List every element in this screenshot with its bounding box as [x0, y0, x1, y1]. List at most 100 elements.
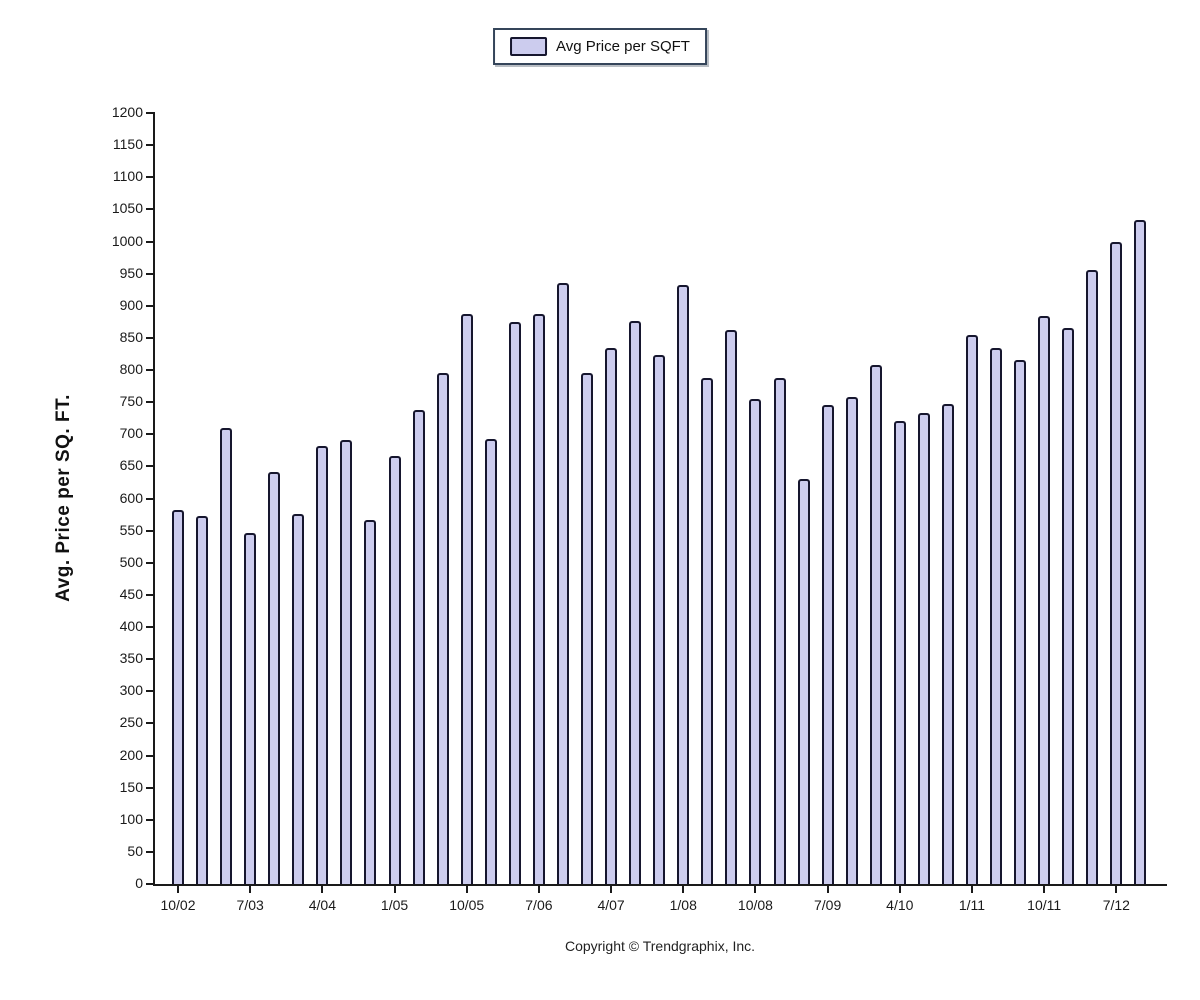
- x-axis-tick: [177, 886, 179, 893]
- y-axis-tick-label: 900: [119, 296, 143, 313]
- y-axis-tick: [146, 176, 153, 179]
- y-axis-tick-label: 950: [119, 264, 143, 281]
- bar: [845, 396, 858, 884]
- y-axis-tick: [146, 497, 153, 500]
- bar: [893, 421, 906, 884]
- bar: [653, 355, 666, 884]
- x-axis-tick: [321, 886, 324, 893]
- x-axis-tick: [826, 886, 829, 893]
- y-axis-tick: [146, 690, 153, 693]
- x-axis-tick-label: 7/06: [525, 897, 553, 913]
- bar: [701, 378, 714, 884]
- bar: [941, 404, 954, 884]
- bar: [460, 314, 473, 884]
- y-axis-tick-label: 700: [119, 425, 143, 442]
- y-axis-tick-label: 850: [119, 328, 143, 345]
- y-axis-tick-label: 350: [119, 650, 143, 667]
- bar: [292, 513, 305, 884]
- bar: [412, 409, 425, 884]
- y-axis-tick-label: 550: [119, 521, 143, 538]
- copyright-text: Copyright © Trendgraphix, Inc.: [564, 938, 756, 954]
- x-axis-tick-label: 10/02: [160, 897, 196, 913]
- bar: [629, 320, 642, 884]
- x-axis-tick: [682, 886, 685, 893]
- y-axis-tick: [146, 754, 153, 757]
- bar: [1086, 270, 1099, 884]
- y-axis-tick: [146, 208, 153, 211]
- y-axis-tick-label: 650: [119, 457, 143, 474]
- y-axis-tick-label: 1050: [111, 200, 143, 217]
- y-axis-tick: [146, 883, 153, 885]
- y-axis-tick: [146, 272, 153, 275]
- bar: [1134, 219, 1147, 884]
- bar: [581, 373, 594, 884]
- y-axis-tick-label: 1150: [112, 136, 143, 153]
- y-axis-tick-label: 50: [127, 842, 143, 859]
- y-axis-tick: [146, 722, 153, 725]
- bar: [172, 510, 184, 884]
- bar: [508, 321, 521, 884]
- x-axis-tick-label: 1/05: [380, 897, 409, 913]
- x-axis-tick: [1115, 886, 1118, 893]
- bar: [990, 347, 1003, 884]
- y-axis-tick: [146, 112, 153, 114]
- x-axis-tick-label: 7/12: [1102, 897, 1130, 913]
- y-axis-tick: [146, 401, 153, 404]
- x-axis-tick: [970, 886, 973, 893]
- y-axis-tick-label: 400: [119, 618, 143, 634]
- y-axis-tick-label: 450: [119, 585, 143, 602]
- y-axis-tick: [146, 240, 153, 243]
- bar: [1014, 360, 1027, 884]
- y-axis-tick: [146, 144, 153, 147]
- y-axis-tick: [146, 369, 153, 371]
- y-axis-tick-label: 1200: [111, 104, 143, 120]
- y-axis-tick: [146, 304, 153, 307]
- bar: [605, 348, 618, 884]
- y-axis-line: [153, 112, 155, 886]
- y-axis-tick-label: 200: [119, 746, 143, 763]
- bar: [1110, 241, 1123, 884]
- x-axis-tick-label: 10/05: [449, 897, 485, 913]
- y-axis-tick-label: 100: [119, 810, 143, 827]
- bar: [364, 519, 377, 884]
- y-axis-tick-label: 1100: [112, 168, 143, 185]
- x-axis-tick-label: 10/11: [1027, 897, 1062, 913]
- x-axis-tick-label: 4/07: [597, 897, 625, 913]
- y-axis-tick: [146, 561, 153, 564]
- y-axis-tick-label: 300: [119, 682, 143, 699]
- bar: [436, 373, 449, 884]
- bar: [1062, 327, 1075, 884]
- bar: [725, 330, 738, 884]
- legend-swatch-icon: [510, 37, 548, 56]
- bar: [677, 285, 690, 884]
- y-axis-tick: [146, 658, 153, 661]
- bar: [821, 404, 834, 884]
- bar: [532, 314, 545, 884]
- x-axis-tick-label: 10/08: [737, 897, 773, 913]
- x-axis-tick-label: 7/03: [236, 897, 264, 913]
- y-axis-tick-label: 600: [119, 489, 143, 506]
- x-axis-tick: [1043, 886, 1046, 893]
- legend-label: Avg Price per SQFT: [556, 38, 690, 55]
- y-axis-tick-label: 500: [119, 553, 143, 570]
- y-axis-tick: [146, 433, 153, 436]
- x-axis-tick: [610, 886, 613, 893]
- x-axis-line: [153, 884, 1167, 886]
- y-axis-tick: [146, 336, 153, 339]
- y-axis-tick-label: 800: [119, 361, 143, 377]
- bar: [749, 398, 762, 884]
- bar: [797, 479, 810, 884]
- bar: [1038, 316, 1051, 884]
- y-axis-tick-label: 0: [135, 875, 143, 891]
- bar: [220, 427, 233, 884]
- x-axis-tick: [754, 886, 757, 893]
- bar: [556, 282, 569, 884]
- y-axis-tick: [146, 818, 153, 821]
- x-axis-tick: [898, 886, 901, 893]
- y-axis-tick-label: 750: [119, 393, 143, 410]
- x-axis-tick-label: 4/10: [886, 897, 914, 913]
- x-axis-tick: [393, 886, 396, 893]
- x-axis-tick: [537, 886, 540, 893]
- y-axis-tick: [146, 529, 153, 532]
- bar: [917, 413, 930, 884]
